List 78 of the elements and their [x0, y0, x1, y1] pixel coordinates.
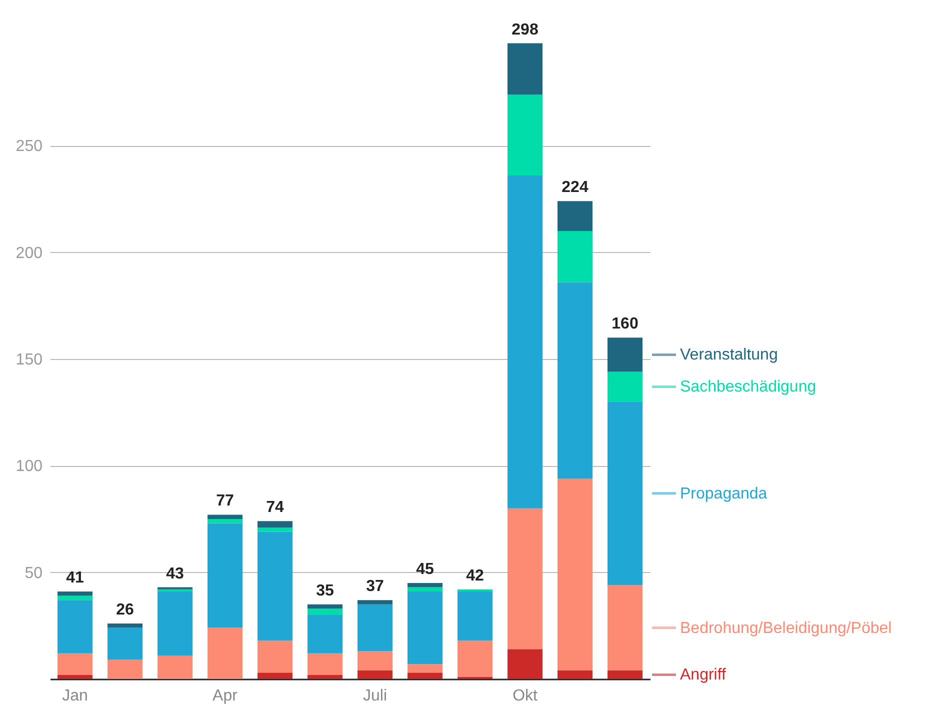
total-label: 26: [116, 602, 134, 619]
bar: [508, 43, 542, 94]
y-tick-label: 100: [16, 458, 43, 476]
bar: [308, 615, 342, 654]
bar: [458, 592, 492, 641]
bar: [108, 628, 142, 660]
total-label: 37: [366, 578, 384, 596]
bar: [558, 231, 592, 282]
bar: [508, 94, 542, 176]
total-label: 224: [562, 179, 588, 196]
bar: [58, 600, 92, 654]
bar: [458, 640, 492, 677]
bar: [258, 672, 292, 679]
total-label: 43: [166, 565, 184, 582]
x-tick-label: Juli: [362, 688, 388, 704]
x-tick-label: Jan: [62, 688, 88, 704]
bar: [208, 628, 242, 679]
total-label: 298: [512, 21, 538, 38]
bar: [208, 519, 242, 524]
bar: [308, 608, 342, 615]
y-tick-label: 50: [24, 564, 43, 582]
bar: [58, 592, 92, 596]
bar: [608, 585, 642, 670]
bar: [308, 653, 342, 675]
total-label: 41: [66, 570, 84, 587]
bar: [108, 624, 142, 628]
y-tick-label: 150: [16, 352, 43, 368]
bar: [508, 649, 542, 679]
total-label: 45: [416, 561, 434, 578]
bar: [258, 532, 292, 641]
bar: [358, 670, 392, 679]
bar: [608, 670, 642, 679]
total-label: 77: [216, 492, 234, 510]
total-label: 74: [266, 499, 284, 516]
bar: [558, 201, 592, 231]
bar: [408, 672, 442, 679]
bar: [408, 664, 442, 673]
x-tick-label: Apr: [212, 688, 238, 704]
bar: [408, 587, 442, 592]
bar: [408, 592, 442, 664]
bar: [208, 514, 242, 519]
x-tick-label: Okt: [512, 688, 538, 704]
bar: [158, 592, 192, 656]
bar: [258, 521, 292, 528]
bar: [358, 651, 392, 670]
bar: [408, 583, 442, 588]
bar: [508, 508, 542, 650]
bar: [558, 670, 592, 679]
bar: [58, 596, 92, 600]
total-label: 160: [612, 316, 638, 333]
legend-label: Propaganda: [680, 485, 768, 502]
legend-label: Sachbeschädigung: [680, 378, 816, 396]
total-label: 35: [316, 582, 334, 600]
bar: [208, 523, 242, 628]
total-label: 42: [466, 567, 484, 584]
bar: [258, 528, 292, 532]
bar: [58, 653, 92, 675]
bar: [508, 176, 542, 508]
bar: [558, 478, 592, 670]
bar: [58, 674, 92, 679]
legend-label: Veranstaltung: [680, 346, 778, 364]
bar: [608, 338, 642, 372]
bar: [108, 660, 142, 679]
y-tick-label: 200: [16, 244, 43, 262]
legend-label: Bedrohung/Beleidigung/Pöbel: [680, 620, 892, 637]
bar: [308, 674, 342, 679]
bar: [458, 589, 492, 592]
legend-label: Angriff: [680, 666, 727, 684]
bar: [358, 600, 392, 604]
bar: [258, 640, 292, 673]
bar: [358, 604, 392, 652]
bar: [308, 604, 342, 609]
bar: [608, 372, 642, 402]
bar: [558, 282, 592, 478]
bar: [158, 589, 192, 592]
bar: [608, 402, 642, 586]
y-tick-label: 250: [16, 138, 43, 156]
bar: [158, 656, 192, 679]
